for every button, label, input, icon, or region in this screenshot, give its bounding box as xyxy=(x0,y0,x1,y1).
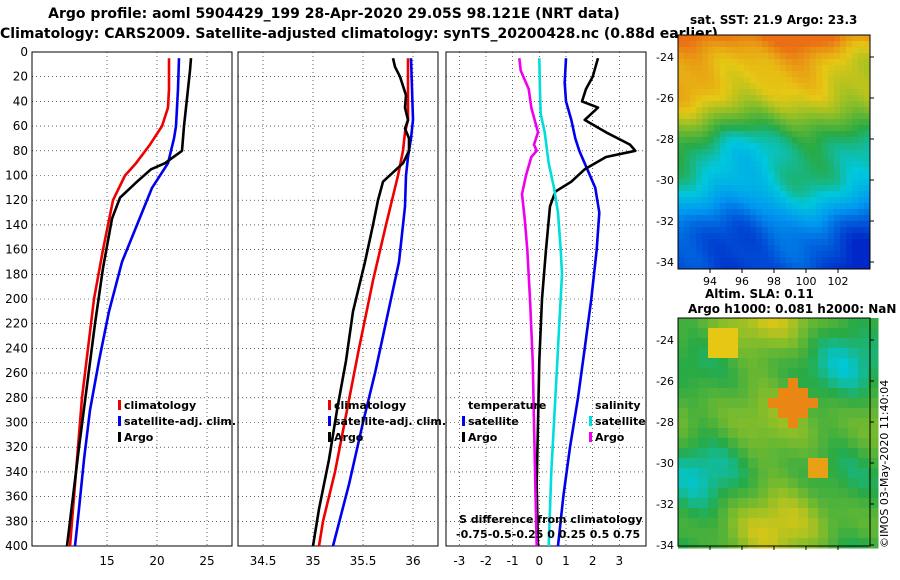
y-tick-label: 280 xyxy=(5,391,28,405)
series-satellite-adj-clim- xyxy=(331,58,415,547)
panel-temperature: 15 20 25 xyxy=(31,51,233,568)
sla-map-title2: Argo h1000: 0.081 h2000: NaN xyxy=(688,302,897,316)
sst-map-title: sat. SST: 21.9 Argo: 23.3 xyxy=(690,13,858,27)
x-tick-label: 3 xyxy=(616,554,624,568)
series-argo xyxy=(65,58,193,547)
y-tick-label: 180 xyxy=(5,267,28,281)
timestamp-stamp: ©IMOS 03-May-2020 11:40:04 xyxy=(878,379,891,548)
panel-salinity: 34.5 35 35.5 36 xyxy=(237,51,439,568)
legend-temp-label: climatology xyxy=(124,399,196,412)
series-climatology xyxy=(68,58,171,547)
lat-tick-label: -32 xyxy=(656,215,674,228)
legend-diff-temp-heading: temperature xyxy=(468,399,546,412)
legend-temp-label: satellite-adj. clim. xyxy=(124,415,236,428)
x-tick-label: 35.5 xyxy=(350,554,377,568)
panel-difference: -3 -2 -1 0 1 2 3 xyxy=(445,51,647,568)
lon-tick-label: 98 xyxy=(767,275,781,288)
legend-temp-label: Argo xyxy=(124,431,154,444)
x-tick-label: 15 xyxy=(99,554,114,568)
y-tick-label: 140 xyxy=(5,218,28,232)
legend-diff-temp-swatch xyxy=(462,416,465,426)
legend-diff-sal-label: satellite xyxy=(595,415,646,428)
x-tick-label: 34.5 xyxy=(250,554,277,568)
lon-tick-label: 94 xyxy=(703,275,717,288)
lat-tick-label: -24 xyxy=(656,51,674,64)
x-tick-label: 1 xyxy=(562,554,570,568)
legend-sal-label: climatology xyxy=(334,399,406,412)
legend-diff-sal-swatch xyxy=(589,416,592,426)
series-argo xyxy=(311,57,411,547)
x-tick-label: 35 xyxy=(305,554,320,568)
legend-diff-temp-label: Argo xyxy=(468,431,498,444)
y-tick-label: 160 xyxy=(5,243,28,257)
lat-tick-label: -28 xyxy=(656,133,674,146)
chart-title-line2: Climatology: CARS2009. Satellite-adjuste… xyxy=(0,26,718,42)
legend-diff-temp-swatch xyxy=(462,432,465,442)
y-tick-label: 0 xyxy=(20,45,28,59)
sla-map: -24 -26 -28 -30 -32 -34 xyxy=(656,317,879,552)
y-tick-label: 300 xyxy=(5,416,28,430)
lat-tick-label: -24 xyxy=(656,334,674,347)
lat-tick-label: -34 xyxy=(656,539,674,552)
y-tick-label: 260 xyxy=(5,366,28,380)
x-tick-label: 25 xyxy=(199,554,214,568)
lat-tick-label: -32 xyxy=(656,498,674,511)
x-tick-label: 0 xyxy=(536,554,544,568)
x-tick-label: -3 xyxy=(453,554,465,568)
y-tick-label: 120 xyxy=(5,193,28,207)
legend-temp-swatch xyxy=(118,400,121,410)
diff-subticks: -0.75-0.5-0.25 0 0.25 0.5 0.75 xyxy=(456,528,640,541)
series-satellite-adj-clim- xyxy=(73,58,181,547)
chart-title-line1: Argo profile: aoml 5904429_199 28-Apr-20… xyxy=(48,6,620,22)
lon-tick-label: 100 xyxy=(796,275,817,288)
lon-tick-label: 102 xyxy=(828,275,849,288)
legend-temp-swatch xyxy=(118,432,121,442)
y-tick-label: 60 xyxy=(13,119,28,133)
x-tick-label: 2 xyxy=(589,554,597,568)
legend-sal-label: satellite-adj. clim. xyxy=(334,415,446,428)
y-tick-label: 200 xyxy=(5,292,28,306)
legend-temp-swatch xyxy=(118,416,121,426)
lat-tick-label: -34 xyxy=(656,256,674,269)
x-tick-label: 36 xyxy=(405,554,420,568)
series-salinity-satellite xyxy=(538,58,564,547)
y-tick-label: 240 xyxy=(5,341,28,355)
x-tick-label: -2 xyxy=(480,554,492,568)
legend-sal-swatch xyxy=(328,416,331,426)
lat-tick-label: -26 xyxy=(656,92,674,105)
sla-map-title1: Altim. SLA: 0.11 xyxy=(705,287,814,301)
diff-subtitle: S difference from climatology xyxy=(459,513,643,526)
legend-sal-label: Argo xyxy=(334,431,364,444)
series-salinity-argo xyxy=(518,58,540,547)
y-tick-label: 340 xyxy=(5,465,28,479)
lat-tick-label: -30 xyxy=(656,174,674,187)
legend-diff-temp-label: satellite xyxy=(468,415,519,428)
y-tick-label: 400 xyxy=(5,539,28,553)
sst-map: -24 -26 -28 -30 -32 -34 94 96 98 100 102 xyxy=(656,34,874,288)
legend-diff-sal-label: Argo xyxy=(595,431,625,444)
lat-tick-label: -30 xyxy=(656,457,674,470)
y-tick-label: 380 xyxy=(5,514,28,528)
lat-tick-label: -26 xyxy=(656,375,674,388)
y-tick-label: 40 xyxy=(13,94,28,108)
series-temperature-argo xyxy=(535,57,637,547)
y-tick-label: 220 xyxy=(5,317,28,331)
series-temperature-satellite xyxy=(556,58,601,547)
y-tick-label: 100 xyxy=(5,169,28,183)
y-tick-label: 80 xyxy=(13,144,28,158)
lat-tick-label: -28 xyxy=(656,416,674,429)
legend-sal-swatch xyxy=(328,432,331,442)
legend-sal-swatch xyxy=(328,400,331,410)
x-tick-label: 20 xyxy=(149,554,164,568)
x-tick-label: -1 xyxy=(507,554,519,568)
y-tick-label: 20 xyxy=(13,70,28,84)
lon-tick-label: 96 xyxy=(735,275,749,288)
y-tick-label: 320 xyxy=(5,440,28,454)
legend-diff-sal-heading: salinity xyxy=(595,399,641,412)
legend-diff-sal-swatch xyxy=(589,432,592,442)
y-tick-label: 360 xyxy=(5,490,28,504)
